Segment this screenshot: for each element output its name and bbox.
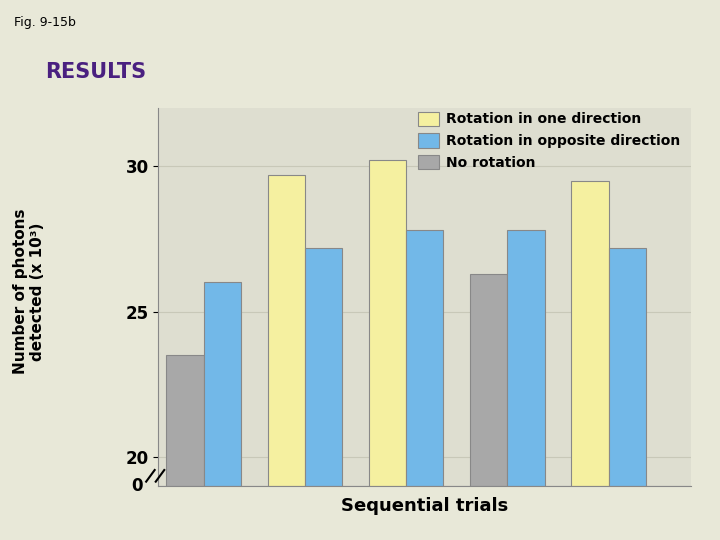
Bar bbox=[204, 282, 241, 486]
Bar bbox=[508, 230, 545, 486]
Bar bbox=[369, 160, 406, 486]
Bar bbox=[166, 355, 204, 486]
Text: Number of photons
detected (x 10³): Number of photons detected (x 10³) bbox=[12, 209, 45, 374]
Bar bbox=[268, 175, 305, 486]
Bar bbox=[608, 247, 646, 486]
Text: Fig. 9-15b: Fig. 9-15b bbox=[14, 16, 76, 29]
Legend: Rotation in one direction, Rotation in opposite direction, No rotation: Rotation in one direction, Rotation in o… bbox=[414, 107, 684, 174]
X-axis label: Sequential trials: Sequential trials bbox=[341, 497, 508, 515]
Bar bbox=[406, 230, 444, 486]
Bar bbox=[305, 247, 342, 486]
Text: RESULTS: RESULTS bbox=[45, 62, 147, 82]
Bar bbox=[572, 181, 608, 486]
Text: 0: 0 bbox=[131, 477, 143, 495]
Bar bbox=[470, 274, 508, 486]
